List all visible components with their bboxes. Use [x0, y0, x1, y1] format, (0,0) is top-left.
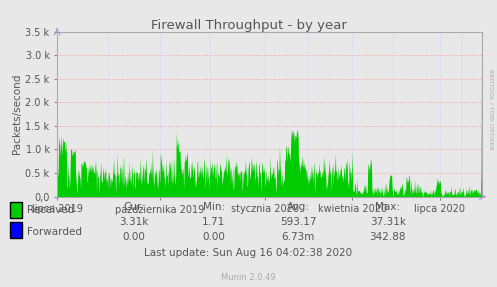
Text: 6.73m: 6.73m: [281, 232, 315, 242]
Text: Max:: Max:: [375, 201, 400, 212]
Text: 593.17: 593.17: [280, 217, 317, 227]
Text: Cur:: Cur:: [123, 201, 145, 212]
Text: Min:: Min:: [203, 201, 225, 212]
Text: Last update: Sun Aug 16 04:02:38 2020: Last update: Sun Aug 16 04:02:38 2020: [145, 248, 352, 258]
Text: 0.00: 0.00: [202, 232, 225, 242]
Text: 3.31k: 3.31k: [119, 217, 149, 227]
Y-axis label: Packets/second: Packets/second: [12, 74, 22, 154]
Text: 37.31k: 37.31k: [370, 217, 406, 227]
Text: RRDTOOL / TOBI OETIKER: RRDTOOL / TOBI OETIKER: [489, 69, 494, 150]
Text: Avg:: Avg:: [287, 201, 310, 212]
Text: Received: Received: [27, 205, 75, 215]
Text: Forwarded: Forwarded: [27, 227, 83, 236]
Text: 342.88: 342.88: [369, 232, 406, 242]
Text: 1.71: 1.71: [202, 217, 225, 227]
Text: Firewall Throughput - by year: Firewall Throughput - by year: [151, 19, 346, 32]
Text: 0.00: 0.00: [123, 232, 146, 242]
Text: Munin 2.0.49: Munin 2.0.49: [221, 273, 276, 282]
